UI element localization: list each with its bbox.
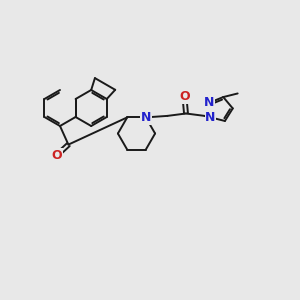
Text: O: O <box>52 148 62 162</box>
Text: N: N <box>206 111 216 124</box>
Text: O: O <box>179 91 190 103</box>
Text: N: N <box>141 111 151 124</box>
Text: N: N <box>204 96 215 109</box>
